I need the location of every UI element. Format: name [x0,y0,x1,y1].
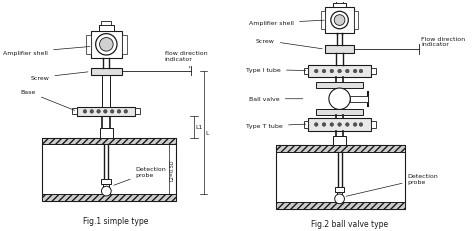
Bar [333,3,346,8]
Text: L: L [205,130,209,135]
Bar [86,35,91,55]
Bar [371,68,375,75]
Bar [276,146,405,152]
Circle shape [330,123,334,127]
Text: flow direction
indicator: flow direction indicator [164,51,207,69]
Text: Flow direction
indicator: Flow direction indicator [419,36,465,50]
Bar [77,107,136,117]
Circle shape [346,70,349,73]
Circle shape [331,12,348,30]
Bar [316,110,363,116]
Bar [335,187,345,192]
Bar [309,65,371,78]
Bar [337,192,343,199]
Circle shape [90,110,93,114]
Bar [304,122,309,128]
Circle shape [338,70,341,73]
Circle shape [97,110,100,114]
Circle shape [330,70,334,73]
Bar [99,26,114,32]
Bar [42,138,176,145]
Bar [103,185,109,191]
Circle shape [346,123,349,127]
Circle shape [322,123,326,127]
Text: Ball valve: Ball valve [249,97,303,102]
Bar [304,68,309,75]
Bar [316,83,363,89]
Bar [100,128,113,138]
Circle shape [124,110,128,114]
Bar [276,202,405,209]
Bar [42,138,176,201]
Bar [136,109,140,115]
Text: L2=0.5D: L2=0.5D [170,159,174,180]
Text: Amplifier shell: Amplifier shell [3,47,90,55]
Text: L1: L1 [196,125,203,130]
Circle shape [100,38,113,52]
Text: Detection
probe: Detection probe [346,173,438,196]
Bar [325,8,354,33]
Circle shape [335,194,345,204]
Text: Type T tube: Type T tube [246,124,306,129]
Circle shape [353,70,357,73]
Text: Fig.1 simple type: Fig.1 simple type [83,216,149,225]
Circle shape [101,186,111,196]
Circle shape [359,123,363,127]
Circle shape [353,123,357,127]
Bar [91,68,122,76]
Bar [276,146,405,209]
Text: Detection
probe: Detection probe [114,167,166,185]
Circle shape [104,110,107,114]
Circle shape [334,16,345,26]
Text: Screw: Screw [256,39,322,50]
Circle shape [314,70,318,73]
Circle shape [117,110,121,114]
Text: Fig.2 ball valve type: Fig.2 ball valve type [311,219,388,228]
Circle shape [314,123,318,127]
Bar [73,109,77,115]
Bar [91,32,122,59]
Bar [101,180,111,185]
Bar [371,122,375,128]
Bar [333,136,346,146]
Bar [122,35,127,55]
Bar [321,12,325,30]
Bar [101,22,111,26]
Circle shape [96,34,117,56]
Circle shape [110,110,114,114]
Bar [309,119,371,131]
Text: Screw: Screw [30,73,88,81]
Bar [102,76,110,107]
Circle shape [338,123,341,127]
Circle shape [83,110,87,114]
Text: Base: Base [21,90,74,111]
Bar [42,194,176,201]
Bar [350,96,368,102]
Circle shape [329,89,350,110]
Bar [354,12,358,30]
Circle shape [322,70,326,73]
Bar [336,0,344,3]
Text: Type I tube: Type I tube [246,68,306,73]
Bar [325,46,354,54]
Circle shape [359,70,363,73]
Text: Amplifier shell: Amplifier shell [249,21,324,26]
